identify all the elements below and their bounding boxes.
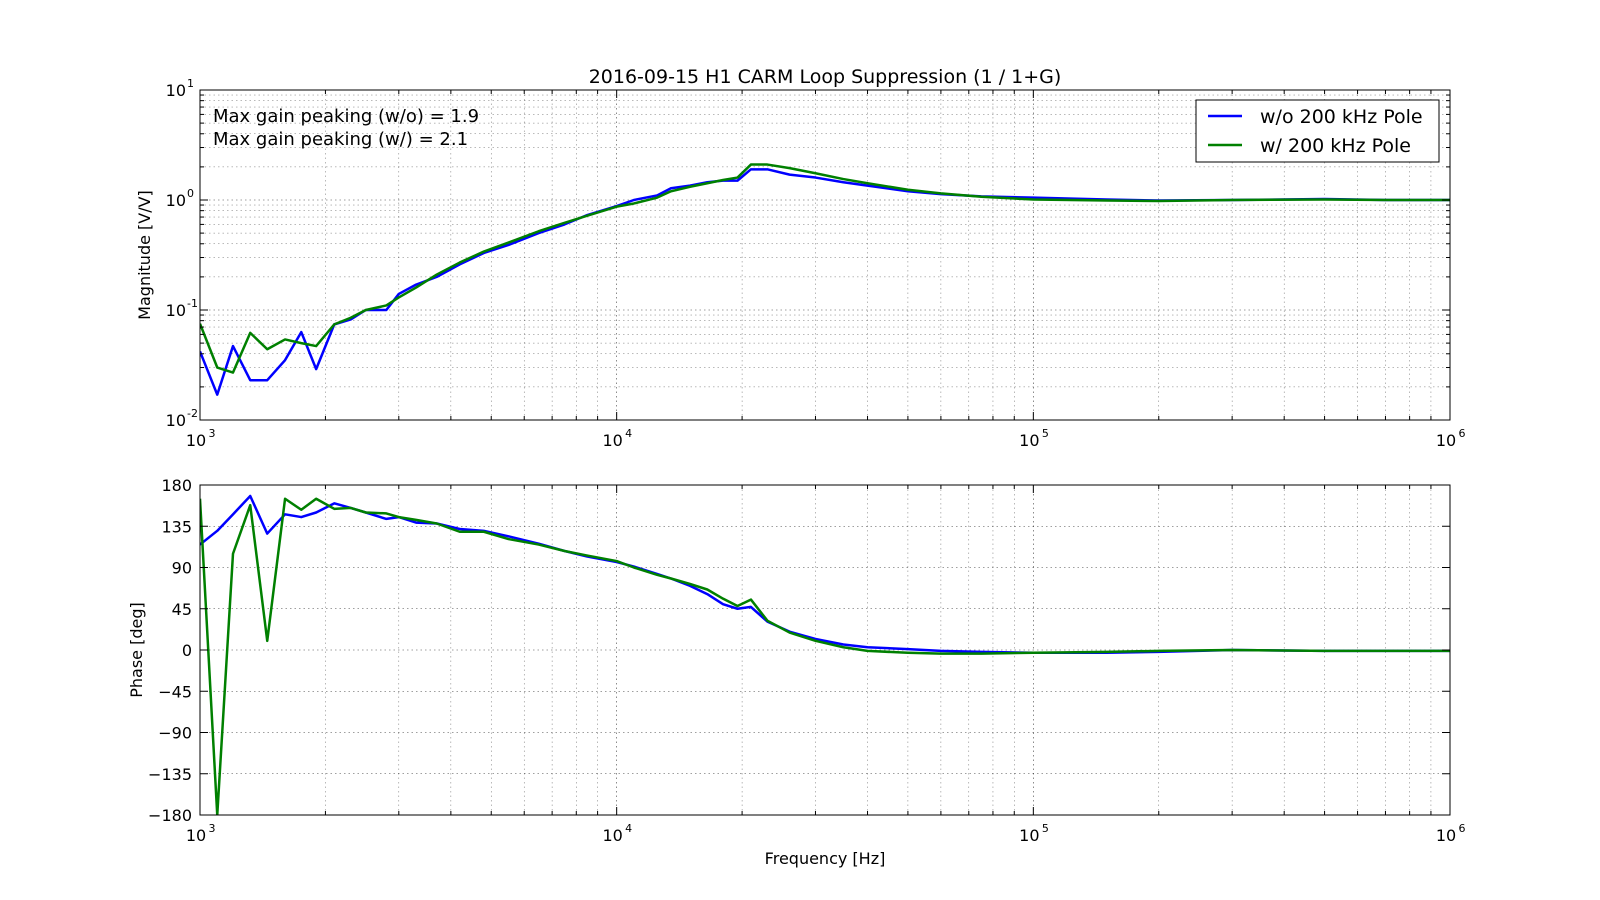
- magnitude-grid: [200, 90, 1450, 420]
- y-tick-label: −45: [158, 682, 192, 701]
- y-tick-exponent: 0: [187, 187, 194, 200]
- chart-title: 2016-09-15 H1 CARM Loop Suppression (1 /…: [589, 66, 1062, 88]
- x-tick-exponent: 3: [209, 427, 216, 440]
- series-line-w-pole-phase: [200, 497, 1450, 815]
- x-tick-label: 10: [186, 431, 206, 450]
- legend-label-w-pole: w/ 200 kHz Pole: [1260, 135, 1411, 157]
- x-tick-exponent: 5: [1042, 822, 1049, 835]
- phase-ylabel: Phase [deg]: [127, 602, 146, 698]
- y-tick-label: −90: [158, 724, 192, 743]
- y-tick-label: 45: [172, 600, 192, 619]
- phase-xlabel: Frequency [Hz]: [765, 849, 886, 868]
- y-tick-label: 0: [182, 641, 192, 660]
- magnitude-ticks: 10 3 10 4 10 5 10 610 -210 -110 010 1: [166, 77, 1466, 450]
- annotation-wo-peaking: Max gain peaking (w/o) = 1.9: [213, 106, 479, 127]
- magnitude-axes: 10 3 10 4 10 5 10 610 -210 -110 010 1 2016-09-15 H1…: [135, 66, 1466, 450]
- magnitude-series: [200, 163, 1450, 396]
- x-tick-exponent: 3: [209, 822, 216, 835]
- legend: w/o 200 kHz Pole w/ 200 kHz Pole: [1195, 99, 1440, 163]
- phase-grid: [200, 485, 1450, 815]
- y-tick-label: 180: [161, 476, 192, 495]
- legend-box: [1195, 99, 1440, 163]
- y-tick-label: −135: [148, 765, 192, 784]
- y-tick-label: 10: [166, 301, 186, 320]
- x-tick-label: 10: [1019, 431, 1039, 450]
- x-tick-label: 10: [1436, 431, 1456, 450]
- phase-series: [200, 494, 1450, 815]
- series-line-w-pole-magnitude: [200, 163, 1450, 374]
- y-tick-label: 135: [161, 517, 192, 536]
- y-tick-label: 10: [166, 191, 186, 210]
- x-tick-exponent: 4: [625, 822, 632, 835]
- x-tick-label: 10: [1436, 826, 1456, 845]
- magnitude-axes-frame: [199, 89, 1451, 421]
- y-tick-label: 90: [172, 559, 192, 578]
- y-tick-exponent: -2: [187, 407, 198, 420]
- x-tick-label: 10: [602, 826, 622, 845]
- x-tick-exponent: 6: [1459, 822, 1466, 835]
- y-tick-label: −180: [148, 806, 192, 825]
- magnitude-ylabel: Magnitude [V/V]: [135, 190, 154, 320]
- x-tick-exponent: 6: [1459, 427, 1466, 440]
- x-tick-label: 10: [602, 431, 622, 450]
- y-tick-label: 10: [166, 411, 186, 430]
- x-tick-label: 10: [1019, 826, 1039, 845]
- annotation-w-peaking: Max gain peaking (w/) = 2.1: [213, 129, 468, 150]
- x-tick-exponent: 5: [1042, 427, 1049, 440]
- y-tick-exponent: 1: [187, 77, 194, 90]
- x-tick-exponent: 4: [625, 427, 632, 440]
- legend-label-wo-pole: w/o 200 kHz Pole: [1260, 106, 1423, 128]
- y-tick-exponent: -1: [187, 297, 198, 310]
- y-tick-label: 10: [166, 81, 186, 100]
- x-tick-label: 10: [186, 826, 206, 845]
